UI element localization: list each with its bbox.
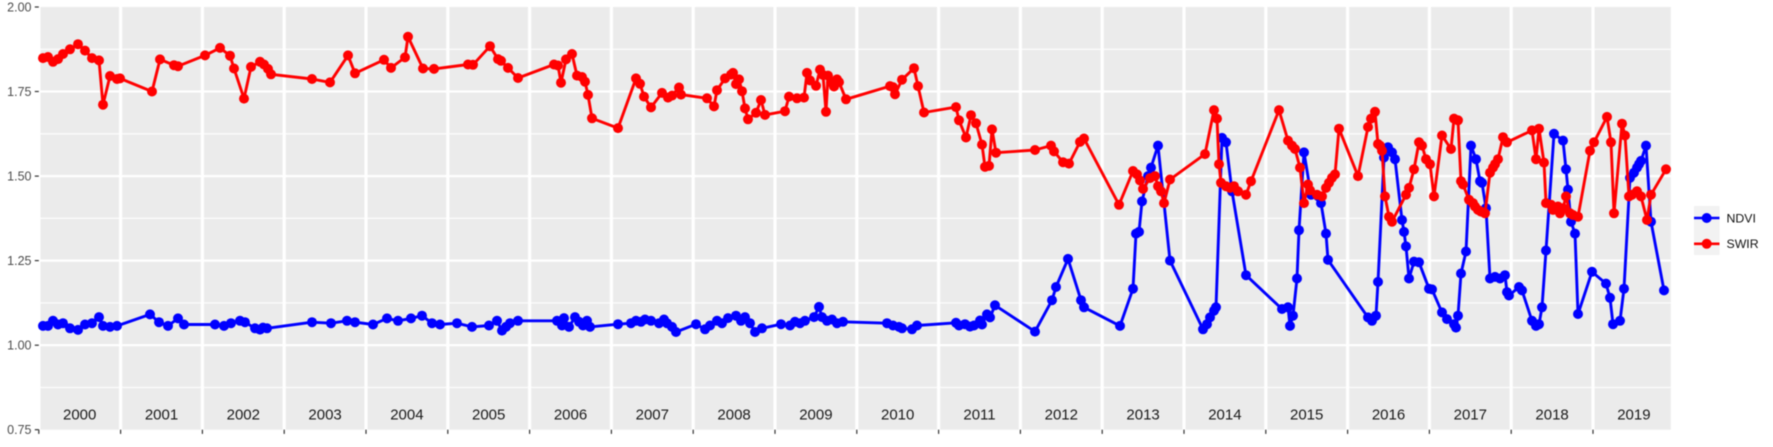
svg-text:2009: 2009	[799, 407, 832, 424]
svg-text:2019: 2019	[1617, 407, 1650, 424]
svg-text:SWIR: SWIR	[1727, 237, 1759, 251]
svg-text:2016: 2016	[1372, 407, 1405, 424]
svg-text:2011: 2011	[963, 407, 995, 424]
svg-text:NDVI: NDVI	[1727, 211, 1756, 225]
svg-text:2007: 2007	[636, 407, 669, 424]
svg-text:2006: 2006	[554, 407, 587, 424]
svg-text:2005: 2005	[472, 407, 505, 424]
svg-text:2008: 2008	[717, 407, 750, 424]
svg-text:2015: 2015	[1290, 407, 1323, 424]
svg-text:2001: 2001	[145, 407, 178, 424]
svg-text:2017: 2017	[1454, 407, 1487, 424]
svg-text:1.50: 1.50	[7, 169, 31, 183]
svg-text:1.00: 1.00	[7, 339, 31, 353]
svg-text:1.75: 1.75	[7, 85, 31, 99]
svg-text:2014: 2014	[1208, 407, 1241, 424]
svg-text:2018: 2018	[1535, 407, 1568, 424]
svg-text:1.25: 1.25	[7, 254, 31, 268]
svg-text:2003: 2003	[308, 407, 341, 424]
svg-text:2002: 2002	[227, 407, 260, 424]
svg-text:0.75: 0.75	[7, 423, 31, 437]
svg-text:2012: 2012	[1045, 407, 1078, 424]
svg-text:2000: 2000	[63, 407, 96, 424]
svg-text:2.00: 2.00	[7, 0, 31, 14]
svg-text:2010: 2010	[881, 407, 914, 424]
svg-text:2004: 2004	[390, 407, 423, 424]
svg-text:2013: 2013	[1126, 407, 1159, 424]
